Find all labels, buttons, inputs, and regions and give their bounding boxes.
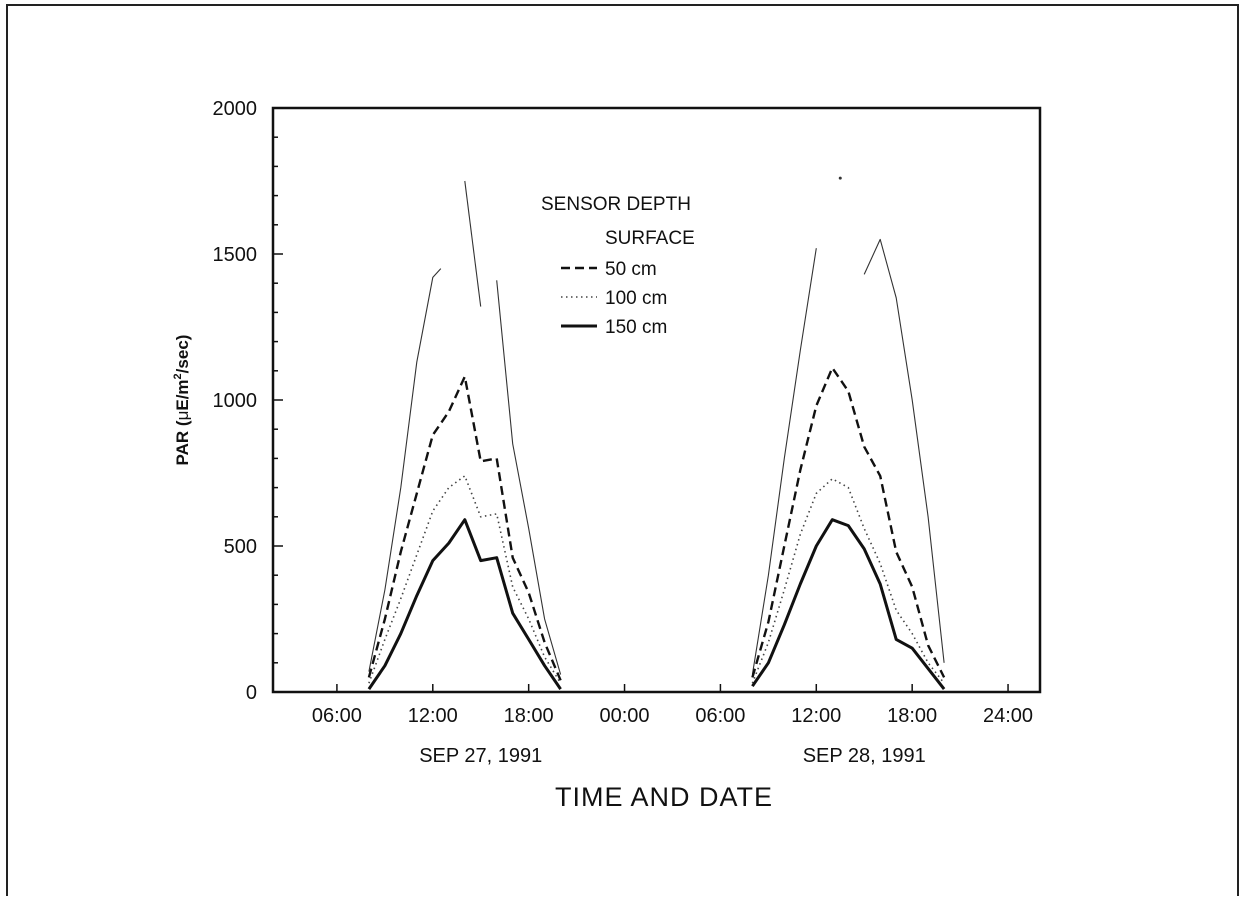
figure-frame xyxy=(6,4,1239,896)
series-line xyxy=(751,478,945,684)
legend: SENSOR DEPTH SURFACE 50 cm 100 cm 150 cm xyxy=(541,194,695,338)
y-axis-label-sup: 2 xyxy=(172,373,184,379)
series-line xyxy=(863,238,945,663)
y-tick-label: 2000 xyxy=(213,98,258,120)
x-tick-label: 18:00 xyxy=(887,705,937,727)
legend-label: 100 cm xyxy=(605,288,667,309)
y-axis: 0 500 1000 1500 2000 xyxy=(213,98,283,704)
series-line xyxy=(751,518,946,691)
y-axis-label-unit: E/m xyxy=(173,379,192,410)
legend-label: SURFACE xyxy=(605,228,695,249)
x-tick-label: 06:00 xyxy=(695,705,745,727)
legend-label: 50 cm xyxy=(605,259,657,280)
series-line xyxy=(464,180,482,307)
x-tick-label: 12:00 xyxy=(408,705,458,727)
series-line xyxy=(367,375,562,681)
series-point xyxy=(838,176,842,180)
x-tick-label: 12:00 xyxy=(791,705,841,727)
series-line xyxy=(367,518,562,690)
y-tick-label: 1000 xyxy=(213,390,258,412)
x-tick-label: 06:00 xyxy=(312,705,362,727)
series-lines xyxy=(367,176,946,691)
y-tick-label: 500 xyxy=(224,536,257,558)
y-tick-label: 0 xyxy=(246,682,257,704)
date-labels: SEP 27, 1991 SEP 28, 1991 xyxy=(419,745,926,767)
legend-title: SENSOR DEPTH xyxy=(541,194,691,215)
x-tick-label: 18:00 xyxy=(504,705,554,727)
legend-label: 150 cm xyxy=(605,317,667,338)
x-tick-label: 24:00 xyxy=(983,705,1033,727)
x-axis-label: TIME AND DATE xyxy=(555,782,773,812)
x-tick-label: 00:00 xyxy=(600,705,650,727)
x-axis: 06:00 12:00 18:00 00:00 06:00 12:00 18:00 24:00 xyxy=(312,684,1033,727)
series-line xyxy=(368,475,562,684)
y-axis-label: PAR (μE/m2/sec) xyxy=(172,335,192,466)
series-line xyxy=(751,248,817,675)
date-label: SEP 27, 1991 xyxy=(419,745,542,767)
y-axis-label-prefix: PAR ( xyxy=(173,420,192,465)
series-line xyxy=(496,280,562,675)
date-label: SEP 28, 1991 xyxy=(803,745,926,767)
series-line xyxy=(368,268,442,672)
y-tick-label: 1500 xyxy=(213,244,258,266)
y-axis-label-suffix: /sec) xyxy=(173,335,192,374)
y-axis-label-mu: μ xyxy=(173,411,192,421)
